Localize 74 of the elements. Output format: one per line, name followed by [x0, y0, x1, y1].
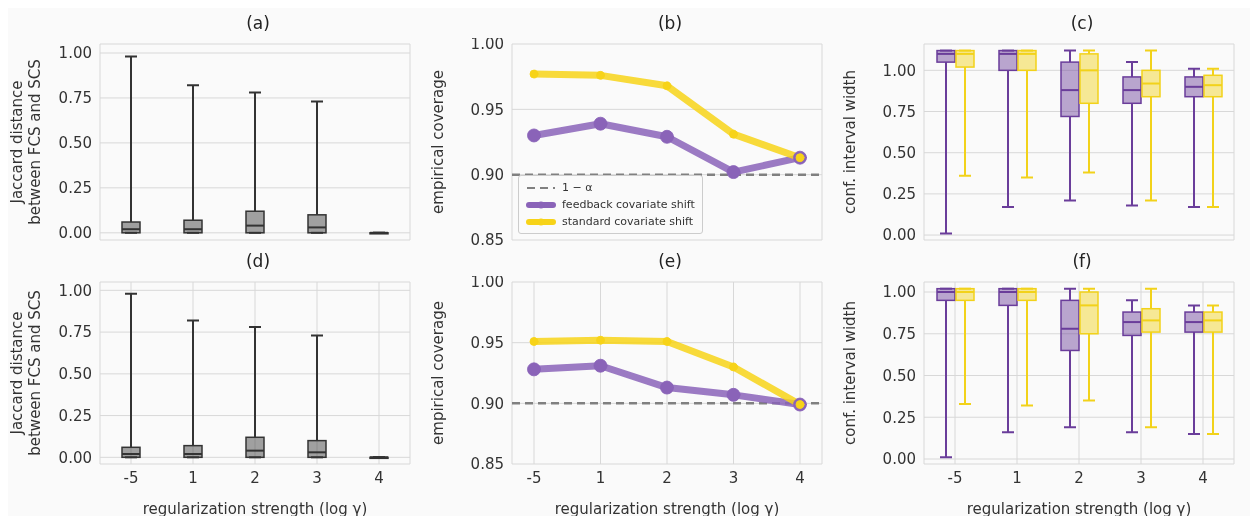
x-tick-label: -5	[526, 468, 542, 487]
point	[660, 129, 674, 144]
x-tick-label: 3	[1136, 468, 1146, 487]
y-axis-title: empirical coverage	[429, 301, 447, 445]
y-axis-title: empirical coverage	[429, 70, 447, 214]
y-tick-label: 0.90	[470, 165, 504, 184]
chart-title: (e)	[658, 251, 682, 271]
y-tick-label: 0.75	[882, 102, 916, 121]
y-axis-title: Jaccard distance between FCS and SCS	[8, 290, 44, 456]
y-tick-label: 0.75	[58, 323, 92, 342]
point	[729, 129, 738, 139]
chart-title: (b)	[657, 13, 683, 33]
y-tick-label: 0.50	[58, 134, 92, 153]
point	[660, 380, 674, 395]
x-tick-label: 1	[595, 468, 606, 487]
y-tick-label: 0.95	[470, 100, 504, 119]
point	[529, 69, 539, 79]
x-tick-label: 4	[795, 468, 805, 487]
x-tick-label: 2	[250, 468, 260, 487]
y-axis-title: Jaccard distance between FCS and SCS	[8, 59, 44, 225]
y-tick-label: 0.50	[882, 366, 916, 385]
y-tick-label: 1.00	[882, 61, 916, 80]
point	[527, 362, 541, 377]
y-tick-label: 1.00	[470, 35, 504, 54]
y-tick-label: 0.75	[882, 325, 916, 344]
x-tick-label: 1	[1012, 468, 1022, 487]
point	[729, 362, 738, 372]
x-tick-label: 3	[312, 468, 322, 487]
x-tick-label: 4	[374, 468, 384, 487]
point	[593, 116, 608, 131]
chart-title: (f)	[1071, 250, 1093, 273]
y-tick-label: 0.85	[470, 231, 504, 250]
point	[726, 165, 741, 180]
point	[593, 358, 608, 373]
y-tick-label: 0.00	[882, 450, 916, 469]
x-tick-label: 2	[662, 468, 672, 487]
y-axis-title: conf. interval width	[841, 70, 859, 214]
y-tick-label: 0.90	[470, 394, 504, 413]
y-tick-label: 0.25	[882, 185, 916, 204]
y-tick-label: 0.50	[58, 365, 92, 384]
point	[596, 335, 605, 345]
point	[662, 81, 672, 91]
point	[529, 336, 539, 346]
legend-label: feedback covariate shift	[562, 198, 695, 211]
point	[662, 336, 672, 346]
y-tick-label: 0.00	[58, 448, 92, 467]
y-tick-label: 1.00	[58, 44, 92, 63]
y-tick-label: 0.25	[58, 406, 92, 425]
y-tick-label: 0.00	[58, 224, 92, 243]
x-tick-label: 3	[728, 468, 739, 487]
x-tick-label: -5	[123, 468, 139, 487]
point	[527, 128, 541, 143]
y-tick-label: 0.00	[882, 226, 916, 245]
x-tick-label: -5	[947, 468, 963, 487]
legend-label: standard covariate shift	[562, 215, 693, 228]
y-tick-label: 0.25	[882, 408, 916, 427]
y-tick-label: 0.85	[470, 455, 504, 474]
point	[596, 70, 605, 80]
chart-title: (d)	[244, 250, 272, 273]
y-axis-title: conf. interval width	[841, 301, 859, 445]
point	[726, 387, 741, 402]
x-tick-label: 2	[1074, 468, 1084, 487]
y-tick-label: 1.00	[882, 283, 916, 302]
y-tick-label: 1.00	[58, 281, 92, 300]
y-tick-label: 0.25	[58, 179, 92, 198]
y-tick-label: 0.95	[470, 333, 504, 352]
y-tick-label: 0.50	[882, 144, 916, 163]
chart-title: (c)	[1069, 12, 1095, 35]
y-tick-label: 1.00	[470, 273, 504, 292]
y-tick-label: 0.75	[58, 89, 92, 108]
x-tick-label: 4	[1198, 468, 1208, 487]
x-tick-label: 1	[188, 468, 198, 487]
chart-title: (a)	[245, 12, 271, 35]
legend-label: 1 − α	[562, 181, 593, 194]
